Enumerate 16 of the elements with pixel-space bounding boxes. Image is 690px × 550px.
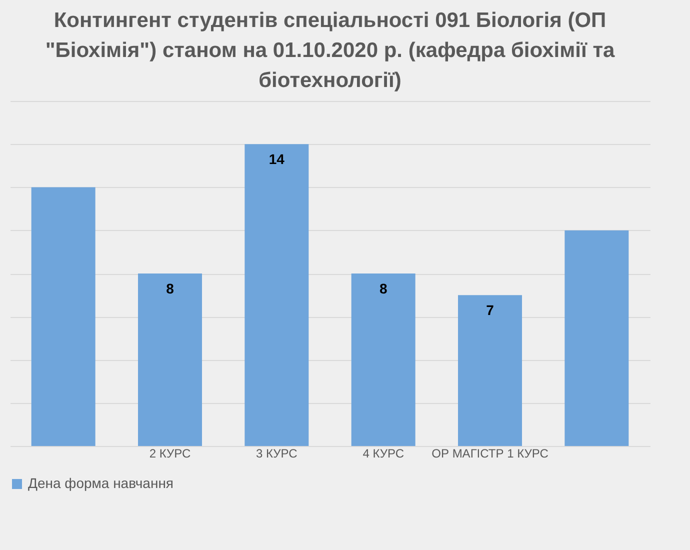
data-label: 14 bbox=[268, 151, 285, 168]
x-tick-label: 2 КУРС bbox=[149, 446, 191, 460]
x-tick-label: 4 КУРС bbox=[362, 446, 404, 460]
x-tick-label: 3 КУРС bbox=[256, 446, 298, 460]
bar bbox=[138, 274, 202, 446]
bar bbox=[31, 187, 96, 446]
legend-label: Дена форма навчання bbox=[28, 475, 174, 491]
data-label: 8 bbox=[166, 280, 174, 296]
bar bbox=[458, 295, 522, 446]
x-tick-label: ОР МАГІСТР 1 КУРС bbox=[432, 446, 549, 460]
data-label: 7 bbox=[486, 302, 494, 318]
bar bbox=[351, 274, 416, 446]
bar bbox=[244, 144, 309, 446]
data-label: 8 bbox=[379, 280, 388, 296]
chart-title: Контингент студентів спеціальності 091 Біологія (ОП "Біохімія") станом на 01.10.2020 р. (кафедра біохімії та біотехнології) bbox=[45, 9, 615, 92]
bar bbox=[564, 230, 629, 446]
